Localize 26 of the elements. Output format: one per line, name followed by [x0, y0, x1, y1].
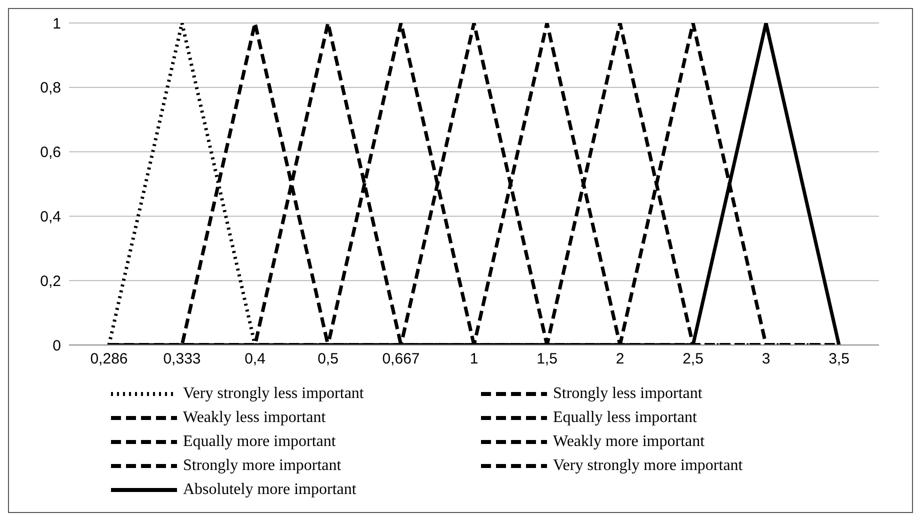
x-tick-label: 0,667 — [382, 350, 420, 368]
x-tick-label: 0,286 — [90, 350, 128, 368]
y-tick-label: 0,8 — [40, 80, 61, 97]
legend-label: Very strongly less important — [183, 385, 364, 403]
x-tick-label: 0,5 — [318, 350, 338, 368]
y-tick-label: 0 — [52, 337, 61, 354]
legend-label: Weakly less important — [183, 409, 326, 427]
legend-label: Weakly more important — [553, 433, 705, 451]
x-tick-label: 2,5 — [682, 350, 704, 368]
y-tick-label: 1 — [52, 15, 61, 32]
y-tick-label: 0,4 — [40, 208, 61, 226]
x-tick-label: 3 — [762, 350, 770, 368]
legend-label: Absolutely more important — [183, 481, 356, 499]
legend-label: Very strongly more important — [553, 457, 743, 475]
x-tick-label: 3,5 — [828, 350, 850, 368]
x-tick-label: 0,4 — [244, 350, 266, 368]
y-tick-label: 0,2 — [40, 272, 61, 290]
legend-label: Equally more important — [183, 433, 336, 451]
legend-label: Equally less important — [553, 409, 697, 427]
x-tick-label: 1 — [470, 350, 478, 368]
y-tick-label: 0,6 — [40, 144, 61, 162]
legend-label: Strongly more important — [183, 457, 342, 475]
x-tick-label: 1,5 — [536, 350, 558, 368]
x-tick-label: 0,333 — [163, 350, 201, 368]
legend-label: Strongly less important — [553, 385, 702, 403]
x-tick-label: 2 — [616, 350, 624, 368]
